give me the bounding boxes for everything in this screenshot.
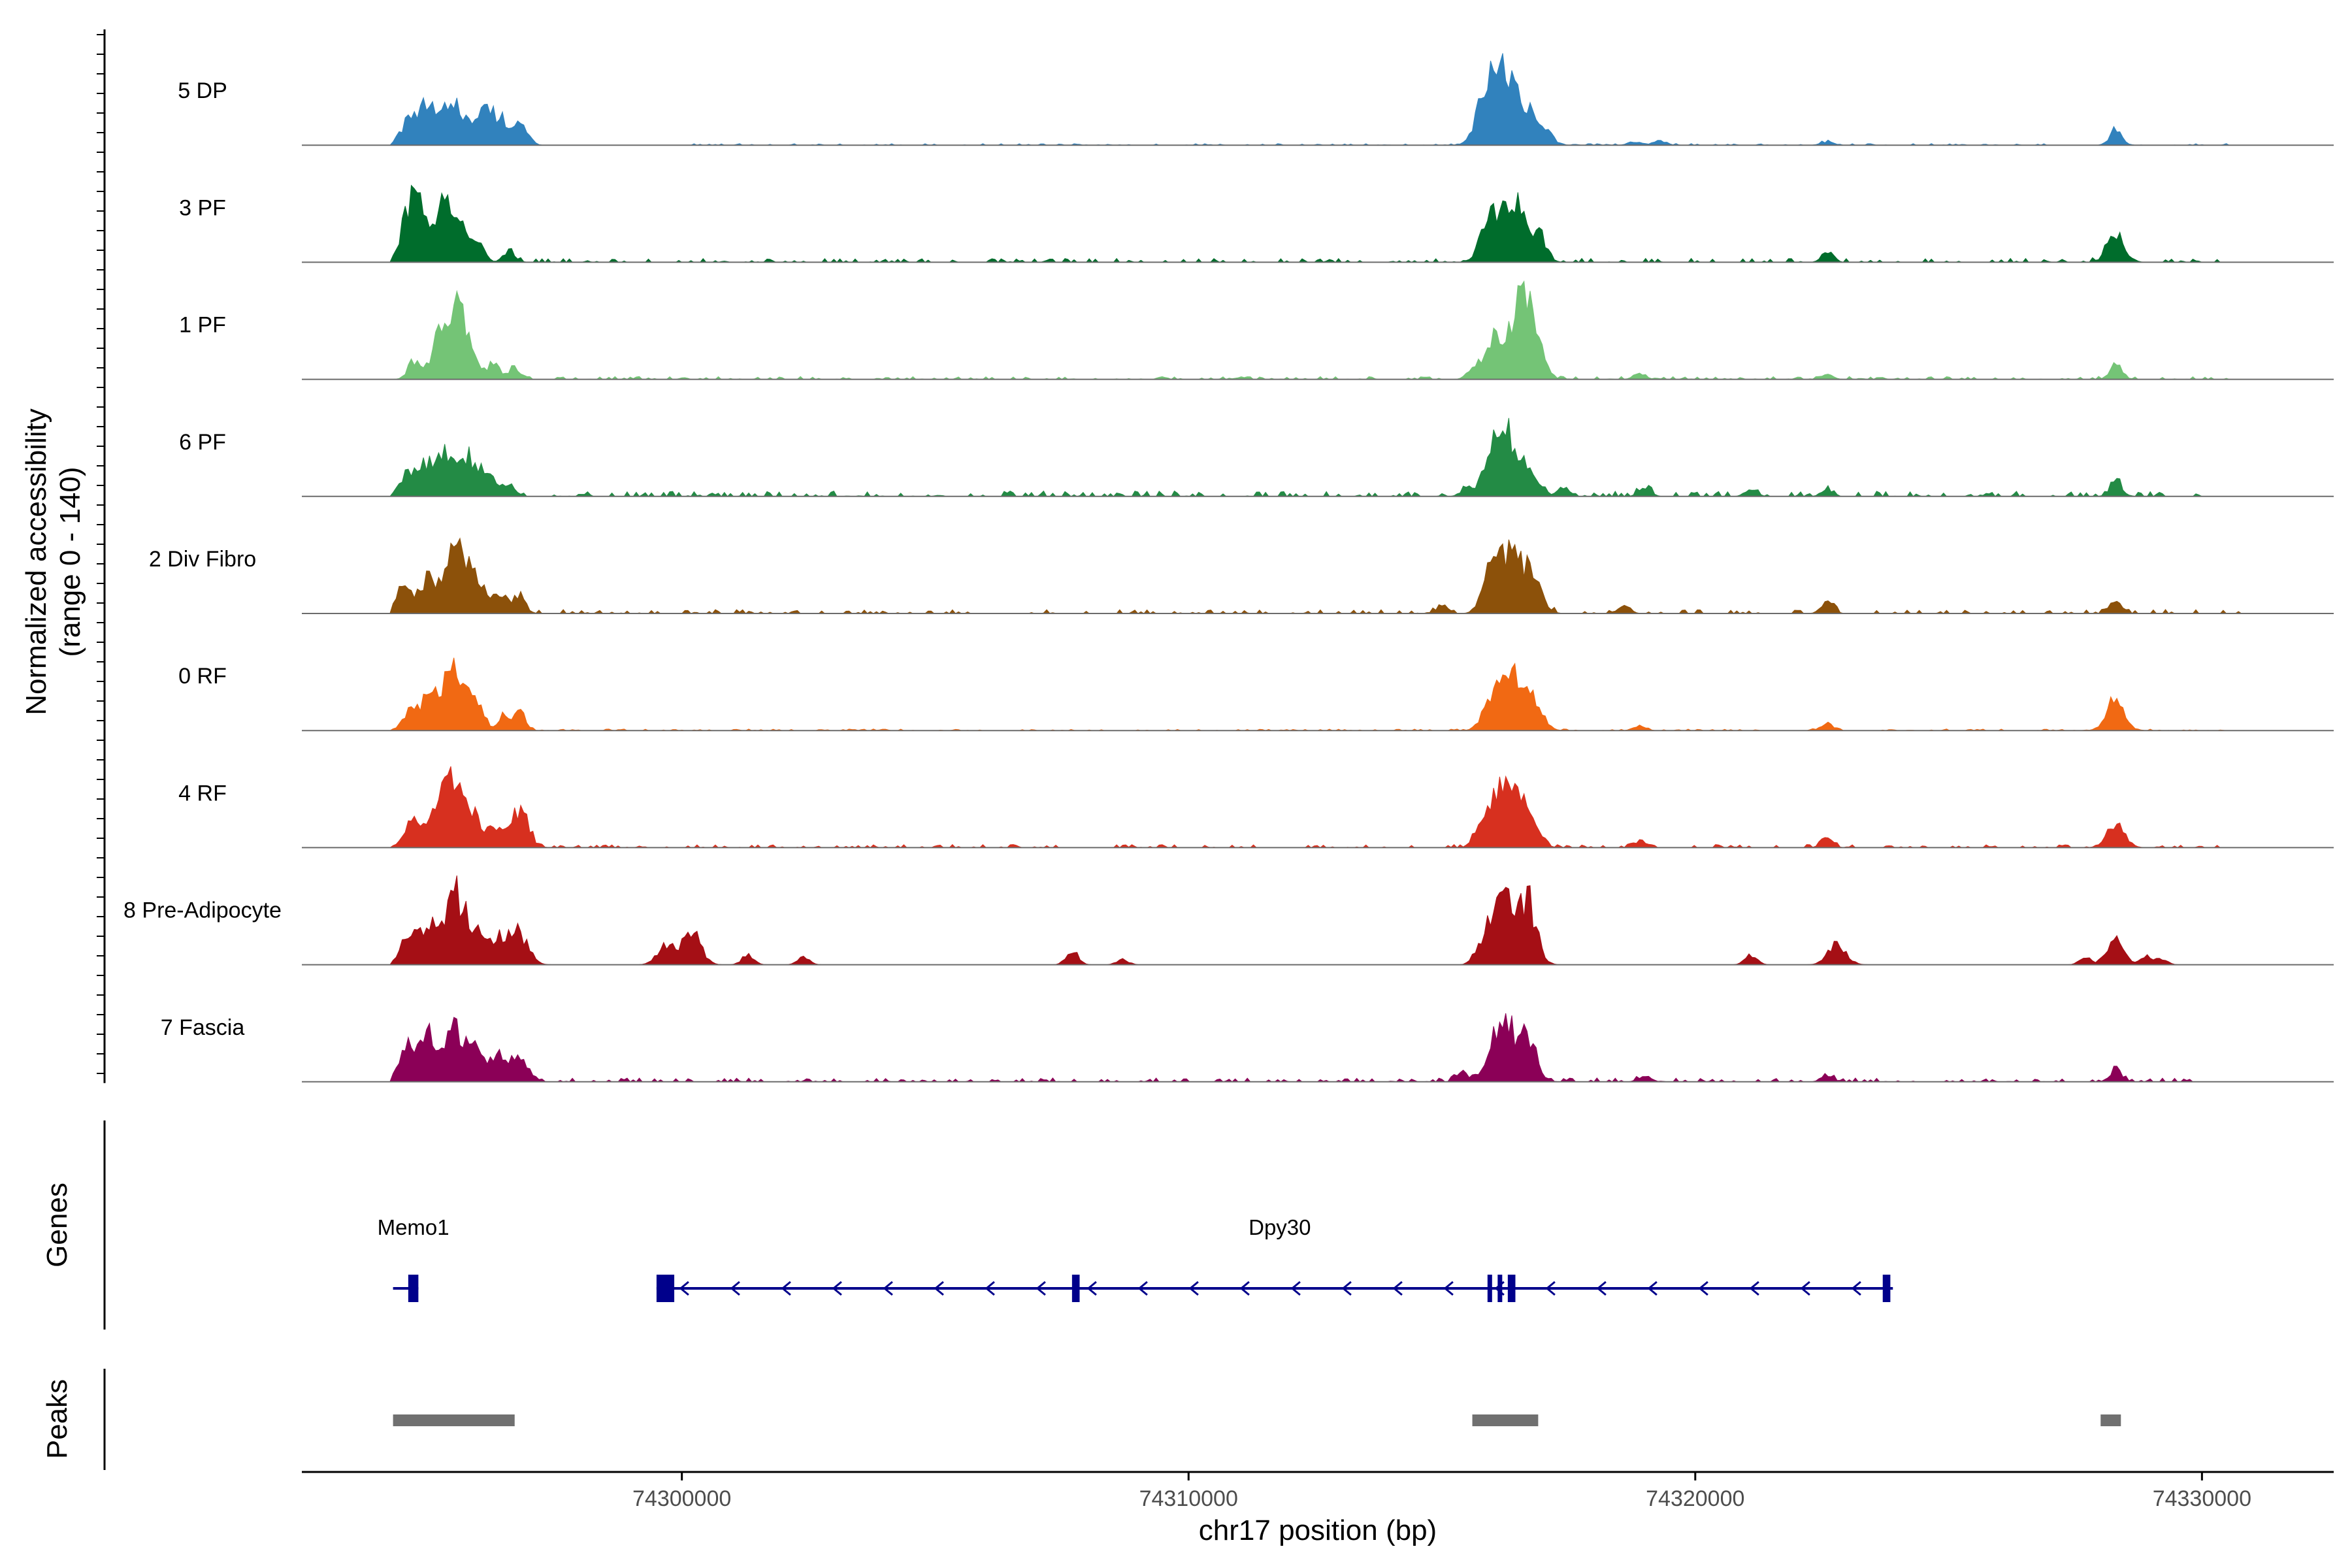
coverage-track: 3 PF <box>179 184 2334 263</box>
track-label: 4 RF <box>178 781 227 806</box>
coverage-track: 4 RF <box>178 766 2334 849</box>
y-axis-title-line-2: (range 0 - 140) <box>54 466 86 657</box>
gene-strand-arrow <box>1698 1281 1708 1296</box>
x-axis: 74300000 74310000 74320000 74330000 chr17 p… <box>302 1471 2334 1546</box>
gene-strand-arrow <box>1851 1281 1861 1296</box>
gene-strand-arrow <box>1239 1281 1250 1296</box>
gene-models: Memo1 Dpy30 <box>378 1215 1893 1302</box>
gene-exon <box>656 1275 675 1302</box>
gene-strand-arrow <box>1086 1281 1097 1296</box>
y-axis-title-line-1: Normalized accessibility <box>20 408 52 715</box>
gene-exon <box>1507 1275 1516 1302</box>
gene-strand-arrow <box>1596 1281 1607 1296</box>
gene-strand-arrow <box>1036 1281 1046 1296</box>
gene-strand-arrow <box>883 1281 893 1296</box>
gene-strand-arrow <box>730 1281 740 1296</box>
x-axis-ticks: 74300000 74310000 74320000 74330000 <box>632 1472 2251 1511</box>
peak-region <box>1472 1414 1539 1426</box>
gene-exon <box>1882 1275 1891 1302</box>
gene-strand-arrow <box>934 1281 944 1296</box>
gene-exon <box>1497 1275 1503 1302</box>
gene-strand-arrow <box>781 1281 791 1296</box>
track-label: 6 PF <box>179 430 226 455</box>
track-label: 8 Pre-Adipocyte <box>123 898 282 923</box>
coverage-track: 0 RF <box>178 657 2334 732</box>
gene-exon <box>1071 1275 1080 1302</box>
coverage-track: 8 Pre-Adipocyte <box>123 875 2334 966</box>
x-axis-title: chr17 position (bp) <box>1199 1514 1437 1546</box>
coverage-track: 6 PF <box>179 417 2334 497</box>
peak-region <box>2100 1414 2121 1426</box>
x-tick-label: 74300000 <box>632 1486 731 1511</box>
gene-strand-arrow <box>1545 1281 1556 1296</box>
gene-strand-arrow <box>1188 1281 1199 1296</box>
gene-strand-arrow <box>1392 1281 1403 1296</box>
gene-strand-arrow <box>1137 1281 1148 1296</box>
gene-model: Memo1 <box>378 1215 449 1302</box>
gene-strand-arrow <box>832 1281 842 1296</box>
gene-exon <box>1487 1275 1492 1302</box>
genes-panel-title: Genes <box>41 1183 73 1267</box>
x-tick-label: 74310000 <box>1139 1486 1238 1511</box>
gene-exon <box>408 1275 419 1302</box>
peak-region <box>393 1414 515 1426</box>
gene-model: Dpy30 <box>656 1215 1893 1302</box>
track-label: 3 PF <box>179 195 226 220</box>
track-label: 1 PF <box>179 313 226 338</box>
track-label: 7 Fascia <box>161 1015 245 1040</box>
coverage-track: 5 DP <box>178 53 2334 146</box>
track-label: 2 Div Fibro <box>149 547 256 572</box>
gene-strand-arrow <box>1443 1281 1454 1296</box>
x-tick-label: 74330000 <box>2153 1486 2251 1511</box>
peaks-panel-title: Peaks <box>41 1379 73 1459</box>
gene-strand-arrow <box>679 1281 689 1296</box>
coverage-axis <box>97 29 106 1083</box>
track-label: 5 DP <box>178 78 227 103</box>
gene-strand-arrow <box>1647 1281 1658 1296</box>
coverage-tracks: 5 DP 3 PF 1 PF 6 PF 2 Div Fibro 0 RF 4 RF 8 Pre… <box>123 53 2334 1083</box>
x-tick-label: 74320000 <box>1646 1486 1744 1511</box>
coverage-track: 7 Fascia <box>161 1013 2334 1083</box>
peaks-panel: Peaks <box>41 1369 2121 1470</box>
gene-name-label: Dpy30 <box>1249 1215 1311 1239</box>
gene-name-label: Memo1 <box>378 1215 449 1239</box>
y-axis-title: Normalized accessibility (range 0 - 140) <box>20 408 86 715</box>
coverage-track: 1 PF <box>179 280 2334 380</box>
gene-strand-arrow <box>985 1281 995 1296</box>
gene-strand-arrow <box>1290 1281 1301 1296</box>
gene-strand-arrow <box>1749 1281 1759 1296</box>
track-label: 0 RF <box>178 664 227 689</box>
genes-panel: Genes Memo1 Dpy30 <box>41 1120 1893 1330</box>
gene-strand-arrow <box>1800 1281 1810 1296</box>
peak-regions <box>393 1414 2121 1426</box>
gene-strand-arrow <box>1341 1281 1352 1296</box>
coverage-track: 2 Div Fibro <box>149 537 2334 614</box>
